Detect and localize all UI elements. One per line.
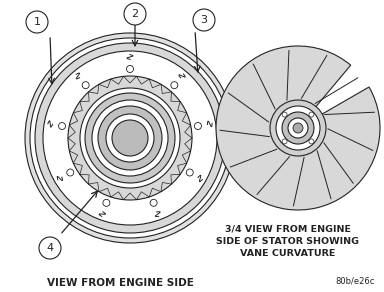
- Text: 2: 2: [131, 9, 139, 19]
- Circle shape: [58, 123, 66, 130]
- Circle shape: [98, 106, 162, 170]
- Circle shape: [80, 88, 180, 188]
- Text: SIDE OF STATOR SHOWING: SIDE OF STATOR SHOWING: [217, 237, 359, 246]
- Circle shape: [282, 112, 314, 144]
- Text: 3: 3: [200, 15, 207, 25]
- Circle shape: [106, 114, 154, 162]
- Circle shape: [82, 82, 89, 89]
- Wedge shape: [216, 46, 380, 210]
- Circle shape: [288, 118, 308, 138]
- Circle shape: [126, 65, 134, 72]
- Circle shape: [193, 9, 215, 31]
- Circle shape: [171, 82, 178, 89]
- Circle shape: [68, 76, 192, 200]
- Circle shape: [194, 123, 202, 130]
- Text: VANE CURVATURE: VANE CURVATURE: [240, 249, 336, 258]
- Text: VIEW FROM ENGINE SIDE: VIEW FROM ENGINE SIDE: [46, 278, 194, 288]
- Circle shape: [309, 139, 314, 144]
- Text: 3/4 VIEW FROM ENGINE: 3/4 VIEW FROM ENGINE: [225, 225, 351, 234]
- Circle shape: [26, 11, 48, 33]
- Circle shape: [270, 100, 326, 156]
- Text: 4: 4: [46, 243, 53, 253]
- Circle shape: [282, 139, 287, 144]
- Circle shape: [30, 38, 230, 238]
- Circle shape: [293, 123, 303, 133]
- Circle shape: [309, 112, 314, 117]
- Circle shape: [25, 33, 235, 243]
- Circle shape: [186, 169, 193, 176]
- Circle shape: [103, 199, 110, 206]
- Circle shape: [282, 112, 287, 117]
- Circle shape: [85, 93, 175, 183]
- Circle shape: [92, 100, 168, 176]
- Circle shape: [112, 120, 148, 156]
- Circle shape: [35, 43, 225, 233]
- Text: 1: 1: [33, 17, 40, 27]
- Circle shape: [39, 237, 61, 259]
- Circle shape: [43, 51, 217, 225]
- Circle shape: [124, 3, 146, 25]
- Text: 80b/e26c: 80b/e26c: [336, 276, 375, 285]
- Circle shape: [67, 169, 74, 176]
- Circle shape: [276, 106, 320, 150]
- Circle shape: [150, 199, 157, 206]
